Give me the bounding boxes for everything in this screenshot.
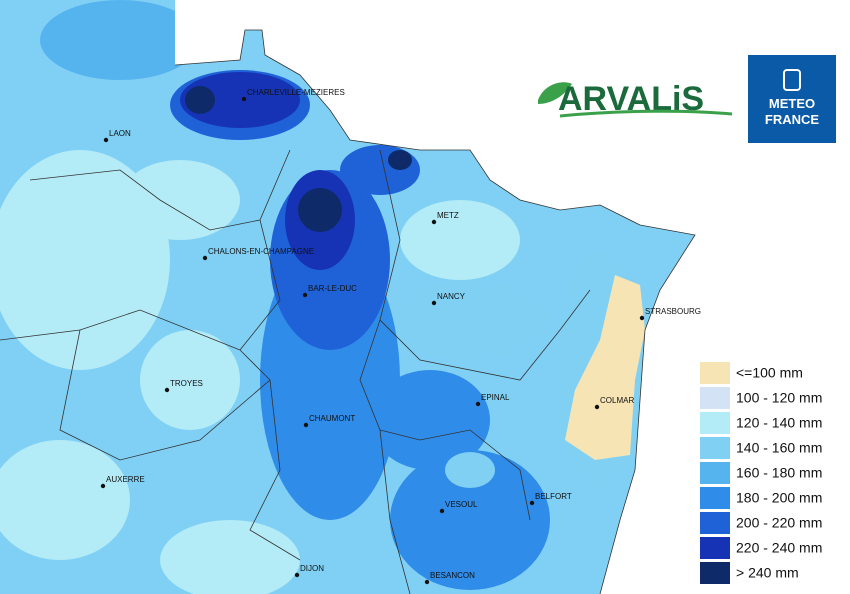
city-dot <box>431 219 437 225</box>
legend-swatch <box>700 487 730 509</box>
legend-swatch <box>700 537 730 559</box>
legend-label: 200 - 220 mm <box>736 515 822 531</box>
city-label: EPINAL <box>481 393 510 402</box>
city-label: TROYES <box>170 379 203 388</box>
city-dot <box>529 500 535 506</box>
city-dot <box>202 255 208 261</box>
boundaries <box>0 29 696 594</box>
city-dot <box>639 315 645 321</box>
legend-swatch <box>700 562 730 584</box>
legend-swatch <box>700 512 730 534</box>
city-label: CHALONS-EN-CHAMPAGNE <box>208 247 314 256</box>
meteo-logo: METEO FRANCE <box>748 55 836 143</box>
legend: <=100 mm 100 - 120 mm 120 - 140 mm 140 - 16… <box>700 362 822 584</box>
city-label: CHAUMONT <box>309 414 355 423</box>
city-label: NANCY <box>437 292 466 301</box>
city-dot <box>439 508 445 514</box>
rain-fields <box>0 0 645 594</box>
city-dot <box>302 292 308 298</box>
arvalis-logo: ARVALiS <box>538 80 733 118</box>
city-dot <box>103 137 109 143</box>
city-label: METZ <box>437 211 459 220</box>
city-label: COLMAR <box>600 396 634 405</box>
legend-label: 180 - 200 mm <box>736 490 822 506</box>
legend-swatch <box>700 462 730 484</box>
legend-label: 100 - 120 mm <box>736 390 822 406</box>
legend-label: 220 - 240 mm <box>736 540 822 556</box>
cities: CHARLEVILLE-MEZIERES LAON CHALONS-EN-CHAMP… <box>100 88 701 585</box>
arvalis-swoosh <box>559 109 733 118</box>
city-dot <box>294 572 300 578</box>
arvalis-leaf <box>538 82 572 104</box>
legend-label: 120 - 140 mm <box>736 415 822 431</box>
city-label: CHARLEVILLE-MEZIERES <box>247 88 345 97</box>
city-dot <box>594 404 600 410</box>
legend-swatch <box>700 412 730 434</box>
city-dot <box>164 387 170 393</box>
city-dot <box>303 422 309 428</box>
legend-label: > 240 mm <box>736 565 799 581</box>
city-dot <box>100 483 106 489</box>
legend-swatch <box>700 362 730 384</box>
legend-swatch <box>700 437 730 459</box>
city-dot <box>241 96 247 102</box>
meteo-text: METEO <box>769 96 815 111</box>
meteo-icon <box>783 69 801 91</box>
city-dot <box>475 401 481 407</box>
city-label: BESANCON <box>430 571 475 580</box>
legend-label: 140 - 160 mm <box>736 440 822 456</box>
outside-area <box>175 0 850 594</box>
city-dot <box>424 579 430 585</box>
city-label: AUXERRE <box>106 475 145 484</box>
city-label: LAON <box>109 129 131 138</box>
city-label: DIJON <box>300 564 324 573</box>
legend-swatch <box>700 387 730 409</box>
city-label: VESOUL <box>445 500 478 509</box>
city-label: BELFORT <box>535 492 572 501</box>
meteo-text: FRANCE <box>765 112 819 127</box>
legend-label: 160 - 180 mm <box>736 465 822 481</box>
city-label: STRASBOURG <box>645 307 701 316</box>
city-label: BAR-LE-DUC <box>308 284 357 293</box>
city-dot <box>431 300 437 306</box>
legend-label: <=100 mm <box>736 365 803 381</box>
